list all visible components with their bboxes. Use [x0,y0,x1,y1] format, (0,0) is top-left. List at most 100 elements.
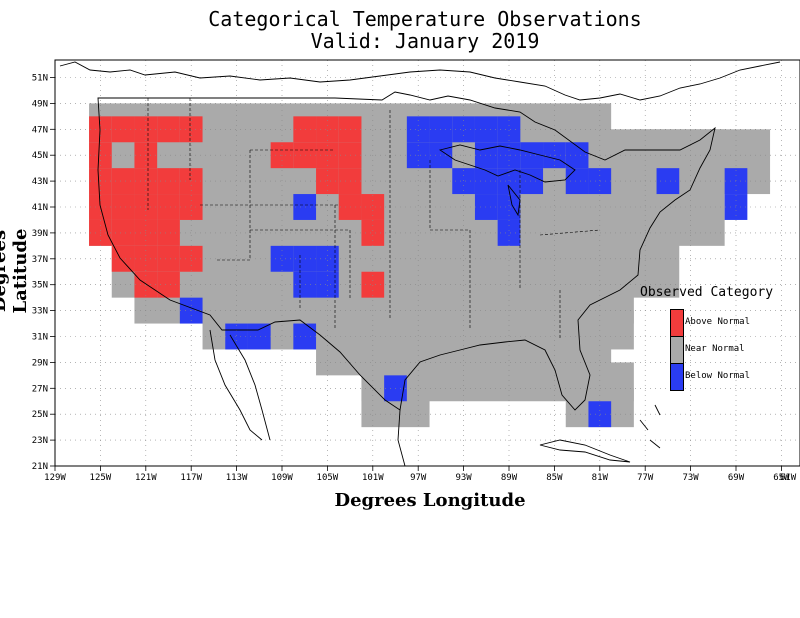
below-normal-cell [588,168,612,195]
legend-label-below: Below Normal [685,371,751,381]
cuba [539,439,631,463]
below-normal-cell [406,116,430,143]
above-normal-cell [179,245,203,272]
below-normal-cell [474,116,498,143]
lon-tick-label: 69W [728,473,745,483]
above-normal-cell [361,194,385,220]
state-borders [147,98,601,340]
us-border [97,91,716,411]
above-normal-cell [111,219,135,246]
above-normal-cell [293,116,317,143]
lat-tick-label: 41N [32,203,48,213]
below-normal-cell [452,116,475,143]
legend-swatch-near [670,336,684,364]
lat-tick-label: 33N [32,307,48,317]
above-normal-cell [316,168,339,195]
canada-coast [59,61,781,101]
below-normal-cell [293,323,317,350]
lat-tick-label: 29N [32,358,48,368]
lon-tick-label: 113W [226,473,248,483]
latitude-ticks: 51N 49N 47N 45N 43N 41N 39N 37N 35N 33N 31N 29N 27N 2… [32,74,55,472]
lon-tick-label: 117W [180,473,202,483]
above-normal-cell [293,142,317,169]
legend-label-above: Above Normal [685,317,751,327]
lon-tick-label: 121W [135,473,157,483]
above-normal-cell [157,219,180,246]
below-normal-cell [656,168,680,195]
below-normal-cell [497,219,521,246]
great-lakes [438,144,576,217]
below-normal-cell [293,245,317,272]
below-normal-cell [316,245,339,272]
lat-tick-label: 23N [32,436,48,446]
above-normal-cell [157,245,180,272]
lon-tick-label: 125W [90,473,112,483]
below-normal-cell [497,116,521,143]
map-frame [54,59,800,467]
lat-tick-label: 47N [32,125,48,135]
lat-tick-label: 31N [32,333,48,343]
lat-tick-label: 39N [32,229,48,239]
legend-title: Observed Category [640,285,774,300]
below-normal-cell [565,168,589,195]
below-normal-cell [247,323,271,350]
lon-tick-label: 97W [410,473,427,483]
below-normal-cell [293,271,317,298]
below-normal-cell [474,194,498,220]
above-normal-cell [361,271,385,298]
lon-tick-label: 65W [773,473,790,483]
above-normal-cell [111,168,135,195]
below-normal-cell [497,168,521,195]
islands [639,404,661,449]
legend-swatch-below [670,363,684,391]
below-normal-cell [565,142,589,169]
lat-tick-label: 37N [32,255,48,265]
chart-subtitle: Valid: January 2019 [310,29,540,53]
lon-tick-label: 89W [501,473,518,483]
above-normal-cell [179,194,203,220]
below-normal-cell [270,245,294,272]
lon-tick-label: 109W [271,473,293,483]
below-normal-cell [497,194,521,220]
lon-tick-label: 85W [546,473,563,483]
x-axis-label: Degrees Longitude [334,490,526,511]
lon-tick-label: 73W [682,473,699,483]
below-normal-cell [316,271,339,298]
above-normal-cell [361,219,385,246]
below-normal-cell [474,168,498,195]
lat-tick-label: 51N [32,74,48,84]
above-normal-cell [157,168,180,195]
above-normal-cell [157,271,180,298]
below-normal-cell [588,401,612,428]
lat-tick-label: 49N [32,99,48,109]
lon-tick-label: 77W [637,473,654,483]
above-normal-cell [157,116,180,143]
lon-tick-label: 93W [455,473,472,483]
above-normal-cell [157,194,180,220]
lat-tick-label: 45N [32,151,48,161]
lon-tick-label: 81W [592,473,609,483]
below-normal-cell [520,142,544,169]
below-normal-cell [520,168,544,195]
above-normal-cell [111,116,135,143]
chart-title: Categorical Temperature Observations [208,7,642,31]
lat-tick-label: 43N [32,177,48,187]
lat-tick-label: 27N [32,384,48,394]
above-normal-cell [111,194,135,220]
lon-tick-label: 101W [362,473,384,483]
lon-tick-label: 61W [780,473,797,483]
lat-tick-label: 25N [32,410,48,420]
below-normal-cell [474,142,498,169]
lat-tick-label: 35N [32,281,48,291]
above-normal-cell [316,116,339,143]
y-axis-label: Degrees Latitude [0,228,31,314]
lon-tick-label: 129W [44,473,66,483]
legend-swatch-above [670,309,684,337]
above-normal-cell [179,116,203,143]
lat-tick-label: 21N [32,462,48,472]
below-normal-cell [452,168,475,195]
longitude-ticks: 129W 125W 121W 117W 113W 109W 105W 101W 97W 93W 89… [44,466,797,483]
below-normal-cell [293,194,317,220]
mexico-coast [209,329,406,466]
above-normal-cell [179,168,203,195]
